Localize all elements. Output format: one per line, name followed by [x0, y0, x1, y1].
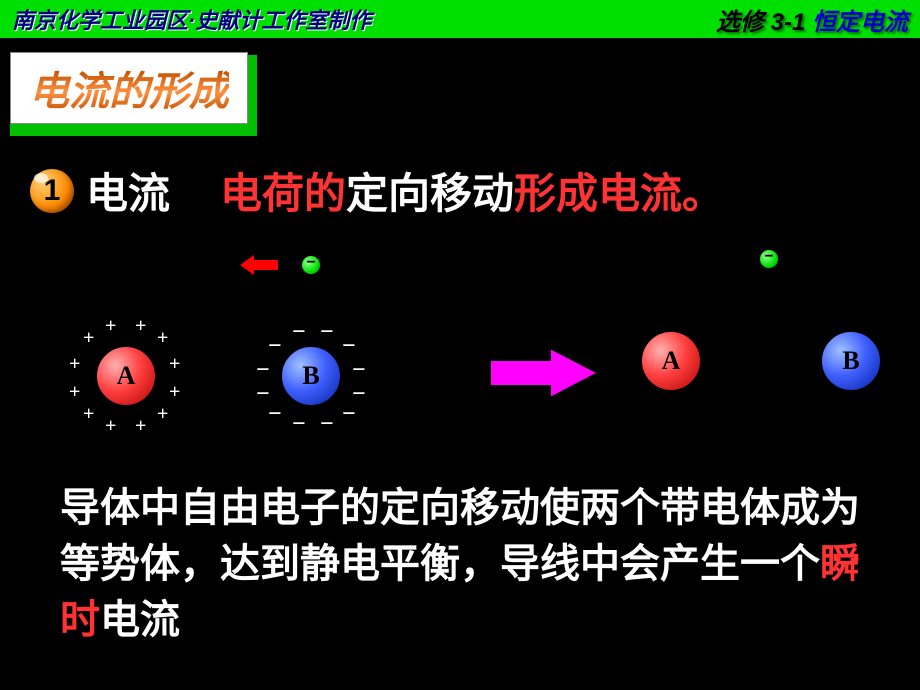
- header-left-text: 南京化学工业园区·史献计工作室制作: [12, 3, 371, 35]
- bullet-row: 1 电流: [30, 160, 170, 221]
- bullet-number-icon: 1: [30, 169, 74, 213]
- electron-particle-2-wrap: −: [760, 250, 778, 268]
- definition-text: 电荷的定向移动形成电流。: [220, 160, 724, 221]
- sphere-b2-ball: B: [820, 330, 882, 392]
- section-title: 电流的形成: [29, 70, 229, 114]
- electron-moving-left: −: [240, 255, 320, 275]
- arrow-red-icon: [240, 255, 254, 275]
- header-course-title: 恒定电流: [812, 9, 908, 36]
- sphere-a2-wrap: A: [640, 330, 702, 392]
- header-bar: 南京化学工业园区·史献计工作室制作 选修 3-1 恒定电流: [0, 0, 920, 38]
- sphere-b2-wrap: B: [820, 330, 882, 392]
- def-part3: 形成电流。: [514, 170, 724, 217]
- sphere-b-charged: − − − − − − − − − − − − B: [280, 345, 342, 407]
- body-p2: 电流: [100, 598, 180, 642]
- explanation-text: 导体中自由电子的定向移动使两个带电体成为等势体，达到静电平衡，导线中会产生一个瞬…: [60, 480, 860, 648]
- def-part1: 电荷的: [220, 170, 346, 217]
- section-title-inner: 电流的形成: [10, 52, 248, 124]
- sphere-b1-ball: B: [280, 345, 342, 407]
- sphere-a1: A: [95, 345, 157, 407]
- def-part2: 定向移动: [346, 170, 514, 217]
- header-course-label: 选修 3-1: [716, 9, 805, 36]
- body-p1: 导体中自由电子的定向移动使两个带电体成为等势体，达到静电平衡，导线中会产生一个: [60, 486, 860, 586]
- bullet-label: 电流: [86, 160, 170, 221]
- header-right-text: 选修 3-1 恒定电流: [716, 2, 908, 37]
- section-title-box: 电流的形成: [10, 55, 257, 136]
- sphere-a-charged: + + + + + + + + + + + + A: [95, 345, 157, 407]
- electron-particle-1: −: [302, 256, 320, 274]
- arrow-magenta-icon: [490, 348, 600, 398]
- electron-particle-2: −: [760, 250, 778, 268]
- sphere-a2-ball: A: [640, 330, 702, 392]
